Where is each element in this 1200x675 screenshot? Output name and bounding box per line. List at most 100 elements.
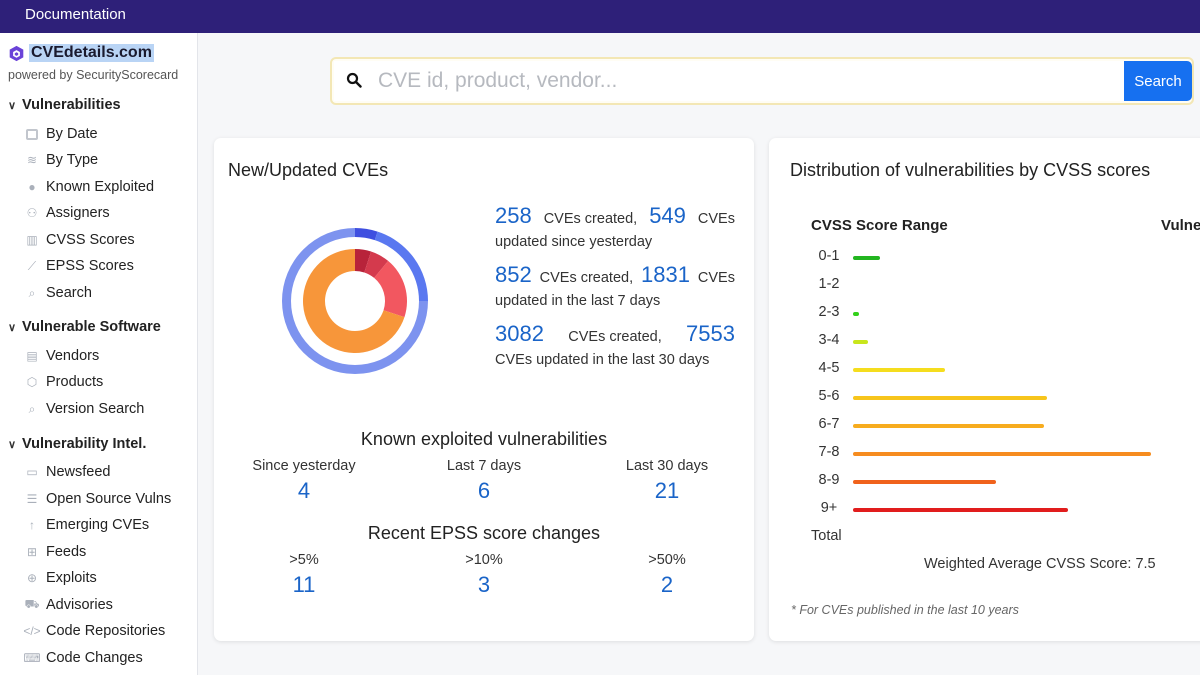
sidebar-item-newsfeed[interactable]: ▭ Newsfeed [24,464,110,480]
epss-label: >10% [465,552,503,568]
epss-50: >50% 2 [577,552,757,598]
powered-by: powered by SecurityScorecard [8,68,179,82]
range-label[interactable]: 9+ [820,500,838,516]
score-bar[interactable] [853,508,1068,512]
search-plus-icon: ⌕ [28,401,36,416]
donut-inner-segment[interactable] [364,251,389,278]
stat-text: updated since yesterday [495,234,653,250]
epss-value[interactable]: 2 [660,572,674,597]
range-label[interactable]: 2-3 [818,304,840,320]
donut-outer-segment[interactable] [374,231,428,301]
range-label[interactable]: 3-4 [818,332,840,348]
created-count[interactable]: 3082 [495,321,544,346]
donut-inner-segment[interactable] [374,260,407,318]
stat-label: CVEs created, [539,270,634,286]
ke-value[interactable]: 6 [477,478,491,503]
sidebar-item-open-source-vulns[interactable]: ☰ Open Source Vulns [24,491,172,507]
ke-last-7-days: Last 7 days 6 [394,458,574,504]
range-label[interactable]: 6-7 [818,416,840,432]
score-bar[interactable] [853,256,880,260]
range-label[interactable]: 4-5 [818,360,840,376]
sidebar-item-exploits[interactable]: ⊕ Exploits [24,570,97,586]
range-label[interactable]: 1-2 [818,276,840,292]
sidebar-item-products[interactable]: ⬡ Products [24,374,103,390]
new-updated-cves-card: New/Updated CVEs 258 CVEs created, 549 C… [214,138,754,641]
ke-value[interactable]: 4 [297,478,311,503]
updated-count[interactable]: 549 [649,203,686,228]
search-input[interactable] [378,65,1108,97]
sidebar-item-code-repositories[interactable]: </> Code Repositories [23,623,166,639]
sidebar-item-emerging-cves[interactable]: ↑ Emerging CVEs [24,517,149,533]
sidebar-item-code-changes[interactable]: ⌨ Code Changes [23,650,142,666]
sidebar-item-assigners[interactable]: ⚇ Assigners [24,205,110,221]
range-label[interactable]: 8-9 [818,472,840,488]
section-label: Vulnerabilities [22,97,121,113]
line-chart-icon: ⟋ [27,258,37,273]
sidebar-item-vendors[interactable]: ▤ Vendors [24,348,99,364]
section-vulnerabilities[interactable]: ∨ Vulnerabilities [8,97,121,113]
range-label[interactable]: 5-6 [818,388,840,404]
created-count[interactable]: 258 [495,203,532,228]
stat-7days: 852 CVEs created, 1831 CVEs updated in t… [495,263,735,313]
donut-inner-segment[interactable] [303,249,405,353]
stat-text: CVEs updated in the last 30 days [495,352,710,368]
sidebar-item-label: Advisories [46,597,113,613]
ke-last-30-days: Last 30 days 21 [577,458,757,504]
sidebar-item-by-date[interactable]: By Date [24,126,98,142]
ke-label: Since yesterday [252,458,356,474]
score-bar[interactable] [853,452,1151,456]
documentation-link[interactable]: Documentation [25,6,126,23]
sidebar-item-version-search[interactable]: ⌕ Version Search [24,401,145,417]
updated-count[interactable]: 1831 [641,262,690,287]
sidebar-item-by-type[interactable]: ≋ By Type [24,152,98,168]
sidebar-item-label: Assigners [46,205,110,221]
donut-inner-segment[interactable] [355,249,372,273]
sidebar-item-label: Code Repositories [46,623,166,639]
score-bar[interactable] [853,396,1047,400]
epss-value[interactable]: 11 [292,572,316,597]
sidebar-item-label: Vendors [46,348,100,364]
score-bar[interactable] [853,480,997,484]
sidebar-item-label: EPSS Scores [46,258,134,274]
stat-label: CVEs [697,211,735,227]
sidebar-item-label: Known Exploited [46,179,155,195]
ke-label: Last 30 days [625,458,709,474]
stat-label: CVEs created, [543,211,638,227]
footnote: * For CVEs published in the last 10 year… [791,603,1019,617]
ke-since-yesterday: Since yesterday 4 [214,458,394,504]
sidebar-item-advisories[interactable]: ⛟ Advisories [24,597,113,613]
sidebar-item-feeds[interactable]: ⊞ Feeds [24,544,86,560]
search-button[interactable]: Search [1124,61,1192,101]
epss-value[interactable]: 3 [477,572,491,597]
search-icon [346,72,362,88]
sidebar-item-search[interactable]: ⌕ Search [24,285,92,301]
ke-label: Last 7 days [446,458,522,474]
score-bar[interactable] [853,312,859,316]
section-vulnerable-software[interactable]: ∨ Vulnerable Software [8,319,161,335]
sidebar-item-epss-scores[interactable]: ⟋ EPSS Scores [24,258,134,274]
epss-title: Recent EPSS score changes [367,523,601,543]
brand[interactable]: CVEdetails.com [8,43,154,63]
score-bar[interactable] [853,368,946,372]
sidebar-item-label: By Date [46,126,98,142]
sidebar-item-known-exploited[interactable]: ● Known Exploited [24,179,154,195]
range-label[interactable]: 7-8 [818,444,840,460]
search-bar: Search [330,57,1194,105]
sidebar-item-label: Emerging CVEs [46,517,150,533]
box-icon: ⬡ [26,375,38,389]
sidebar-item-label: Search [46,285,92,301]
created-count[interactable]: 852 [495,262,532,287]
stat-text: updated in the last 7 days [495,293,661,309]
sidebar-item-label: Exploits [46,570,97,586]
total-label: Total [811,528,842,544]
section-label: Vulnerability Intel. [22,436,147,452]
range-label[interactable]: 0-1 [818,248,840,264]
donut-outer-segment[interactable] [355,228,378,241]
updated-count[interactable]: 7553 [686,321,735,346]
ke-value[interactable]: 21 [654,478,680,503]
section-vulnerability-intel[interactable]: ∨ Vulnerability Intel. [8,436,146,452]
score-bar[interactable] [853,340,868,344]
sidebar-item-cvss-scores[interactable]: ▥ CVSS Scores [24,232,134,248]
score-bar[interactable] [853,424,1044,428]
sidebar: CVEdetails.com powered by SecurityScorec… [0,33,198,675]
